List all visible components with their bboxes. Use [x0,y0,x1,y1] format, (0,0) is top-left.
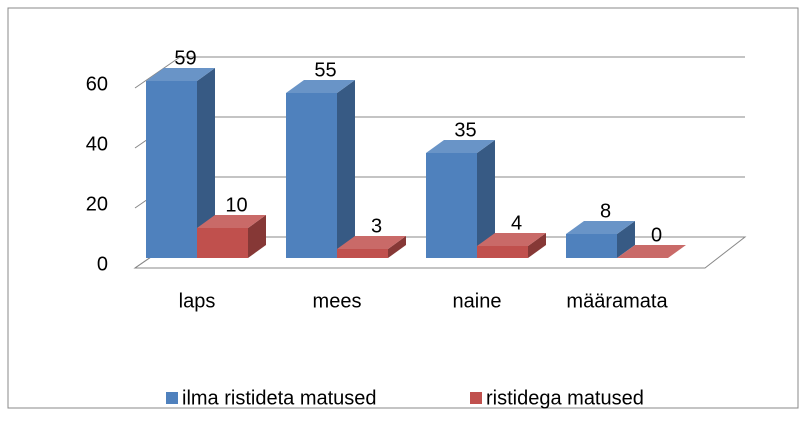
bar-face [146,81,197,258]
bar-face [528,233,546,258]
x-tick-label: mees [313,290,362,312]
x-tick-label: laps [179,290,216,312]
data-label: 35 [454,119,476,141]
legend-label: ilma ristideta matused [182,387,377,409]
legend-label: ristidega matused [486,387,644,409]
bar-face [617,245,686,258]
data-label: 55 [314,59,336,81]
bar [617,245,686,258]
bar-face [337,249,388,258]
y-tick-label: 40 [86,133,108,155]
bar [566,221,635,258]
bar-face [337,236,406,249]
bar-face [477,233,546,246]
data-label: 59 [174,47,196,69]
bar-face [197,228,248,258]
grid-line [134,56,745,89]
bar [337,236,406,258]
bar [426,140,495,258]
x-tick-label: naine [453,290,502,312]
data-label: 3 [371,215,382,237]
bar-face [426,153,477,258]
y-tick-label: 0 [97,253,108,275]
data-label: 10 [225,194,247,216]
y-tick-label: 20 [86,193,108,215]
x-tick-label: määramata [566,290,668,312]
data-label: 8 [600,200,611,222]
bar-face [477,140,495,258]
bar-face [566,234,617,258]
data-label: 0 [651,224,662,246]
bar-face [426,140,495,153]
bar [146,68,215,258]
bar-face [248,215,266,258]
data-label: 4 [511,212,522,234]
legend-swatch [166,392,178,404]
legend-swatch [470,392,482,404]
bar [286,80,355,258]
bar [197,215,266,258]
y-tick-label: 60 [86,73,108,95]
bar-face [197,215,266,228]
bar-face [388,236,406,258]
chart-border [7,7,799,409]
bar-face [566,221,635,234]
bar-face [477,246,528,258]
bar [477,233,546,258]
bar-face [197,68,215,258]
bar-face [146,68,215,81]
bar-face [617,221,635,258]
bar-face [337,80,355,258]
bar-face [286,80,355,93]
bar-face [286,93,337,258]
